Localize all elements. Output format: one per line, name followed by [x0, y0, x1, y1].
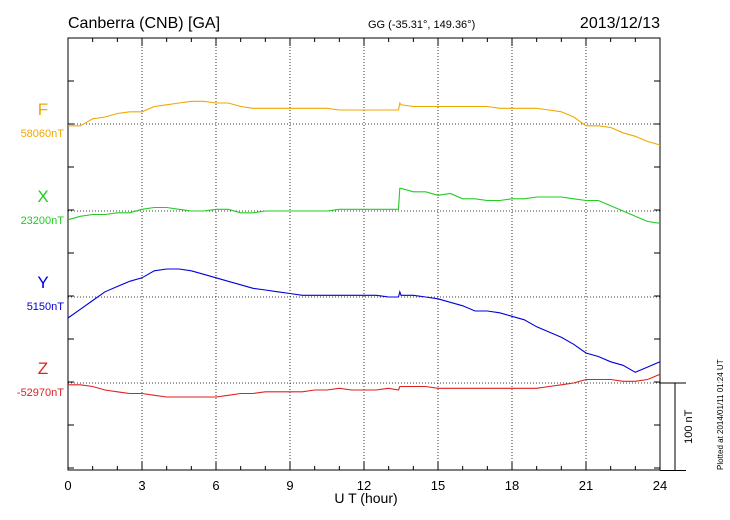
series-name-f: F [38, 100, 48, 119]
plot-area: 0 3 6 9 12 15 18 21 24 [64, 37, 667, 493]
x-tick-label: 24 [653, 478, 667, 493]
scale-bar: 100 nT [660, 382, 695, 471]
series-baseline-x: 23200nT [21, 215, 65, 227]
x-tick-label: 21 [579, 478, 593, 493]
series-line-x [67, 187, 661, 224]
series-name-x: X [37, 187, 48, 206]
x-tick-label: 18 [505, 478, 519, 493]
series-line-y [67, 268, 661, 373]
series-layer [67, 100, 661, 398]
x-tick-label: 3 [138, 478, 145, 493]
series-baseline-y: 5150nT [27, 301, 65, 313]
x-tick-label: 6 [212, 478, 219, 493]
chart-title: Canberra (CNB) [GA] [68, 15, 220, 32]
series-name-y: Y [37, 273, 48, 292]
x-tick-label: 9 [286, 478, 293, 493]
x-tick-label: 15 [431, 478, 445, 493]
plotted-note: Plotted at 2014/01/11 01:24 UT [716, 359, 725, 470]
chart-subtitle: GG (-35.31°, 149.36°) [368, 19, 475, 31]
series-line-z [68, 373, 661, 398]
x-axis-label: U T (hour) [334, 490, 397, 506]
series-baseline-f: 58060nT [21, 128, 65, 140]
series-name-z: Z [38, 359, 48, 378]
series-labels: F 58060nT X 23200nT Y 5150nT Z -52970nT [17, 100, 64, 399]
series-baseline-z: -52970nT [17, 387, 64, 399]
x-tick-label: 0 [64, 478, 71, 493]
series-line-f [68, 100, 661, 146]
x-tick-label: 12 [357, 478, 371, 493]
scale-bar-label: 100 nT [683, 409, 695, 444]
chart-date: 2013/12/13 [580, 15, 660, 32]
